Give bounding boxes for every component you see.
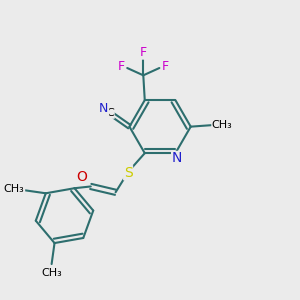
Text: N: N bbox=[99, 102, 109, 115]
Text: CH₃: CH₃ bbox=[212, 120, 232, 130]
Text: N: N bbox=[172, 152, 182, 165]
Text: S: S bbox=[124, 166, 133, 180]
Text: F: F bbox=[118, 60, 125, 73]
Text: C: C bbox=[106, 108, 114, 118]
Text: F: F bbox=[140, 46, 147, 59]
Text: CH₃: CH₃ bbox=[41, 268, 62, 278]
Text: CH₃: CH₃ bbox=[4, 184, 25, 194]
Text: O: O bbox=[76, 170, 88, 184]
Text: F: F bbox=[162, 60, 169, 73]
